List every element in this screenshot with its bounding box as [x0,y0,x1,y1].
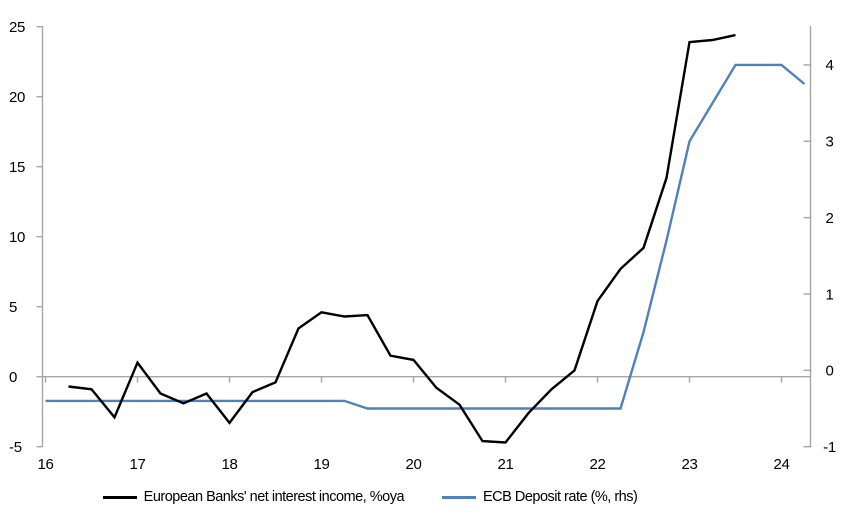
chart-legend: European Banks' net interest income, %oy… [0,489,796,505]
right-axis-label: -1 [823,439,836,456]
right-axis-label: 0 [825,363,833,380]
nii-line [68,33,736,444]
x-axis-label: 22 [589,456,605,473]
x-axis-label: 19 [313,456,329,473]
right-axis-label: 1 [825,286,833,303]
x-axis-label: 23 [681,456,697,473]
left-axis-label: 15 [9,159,25,176]
left-axis-label: 25 [9,19,25,36]
nii-legend-label: European Banks' net interest income, %oy… [143,489,405,505]
nii-line-swatch [102,495,137,499]
x-axis-label: 21 [497,456,513,473]
left-axis-label: -5 [9,439,22,456]
ecb-line-swatch [442,495,477,499]
left-axis-label: 10 [9,229,25,246]
left-axis-label: 5 [9,299,17,316]
right-axis-label: 4 [825,57,833,74]
right-axis-label: 3 [825,134,833,151]
deposit-rate-line [45,63,806,410]
x-axis-label: 18 [221,456,237,473]
left-axis-label: 20 [9,89,25,106]
x-axis-label: 16 [37,456,53,473]
ecb-legend-label: ECB Deposit rate (%, rhs) [483,489,638,505]
legend-item-nii: European Banks' net interest income, %oy… [102,489,405,505]
x-axis-label: 17 [129,456,145,473]
left-axis-label: 0 [9,369,17,386]
legend-item-ecb: ECB Deposit rate (%, rhs) [442,489,638,505]
x-axis-label: 24 [773,456,789,473]
x-axis-label: 20 [405,456,421,473]
right-axis-label: 2 [825,210,833,227]
